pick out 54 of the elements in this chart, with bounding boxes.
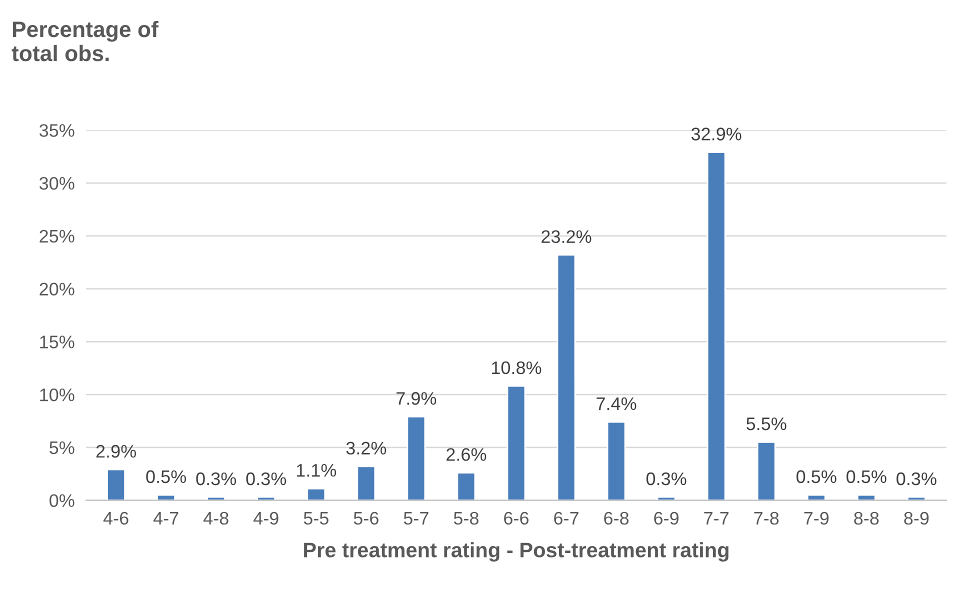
x-tick-label: 4-6 <box>103 512 128 525</box>
bar <box>106 468 126 500</box>
data-label: 5.5% <box>746 418 786 430</box>
x-tick-label: 5-8 <box>454 512 478 525</box>
x-tick-label: 4-7 <box>153 512 178 524</box>
bar <box>556 254 576 500</box>
y-tick-label: 35% <box>39 124 74 137</box>
x-tick-label: 7-8 <box>754 512 779 525</box>
x-tick-label: 6-7 <box>554 512 578 525</box>
bar <box>606 421 626 500</box>
data-label: 7.4% <box>596 397 636 410</box>
x-axis-title: Pre treatment rating - Post-treatment rating <box>304 542 728 562</box>
bar <box>356 466 376 500</box>
data-label: 0.3% <box>646 472 686 486</box>
y-tick-label: 0% <box>50 494 74 508</box>
x-tick-label: 6-8 <box>604 512 629 525</box>
y-axis-title: Percentage of total obs. <box>12 20 158 62</box>
y-tick-label: 30% <box>39 176 74 190</box>
bar <box>456 472 476 500</box>
x-tick-label: 6-6 <box>504 512 528 525</box>
data-label: 0.3% <box>246 472 286 486</box>
data-label: 10.8% <box>492 361 542 374</box>
x-tick-label: 4-8 <box>203 512 228 525</box>
x-tick-label: 7-9 <box>804 512 829 525</box>
x-tick-label: 5-7 <box>404 512 428 525</box>
bar <box>756 441 776 500</box>
x-tick-label: 6-9 <box>654 512 679 525</box>
y-tick-label: 10% <box>40 388 74 402</box>
bar <box>706 152 726 500</box>
y-tick-label: 25% <box>40 230 74 243</box>
y-tick-label: 5% <box>50 441 74 454</box>
x-tick-label: 5-5 <box>304 512 328 525</box>
data-label: 0.5% <box>796 470 836 484</box>
x-tick-label: 8-8 <box>854 512 879 525</box>
data-label: 1.1% <box>296 464 336 477</box>
data-label: 2.9% <box>96 444 136 458</box>
data-label: 0.5% <box>146 470 186 484</box>
y-tick-label: 15% <box>40 336 74 348</box>
data-label: 3.2% <box>346 442 386 455</box>
bar <box>506 385 526 500</box>
x-tick-label: 7-7 <box>704 512 728 524</box>
y-tick-label: 20% <box>40 282 74 296</box>
data-label: 2.6% <box>446 448 486 461</box>
bar <box>406 416 426 500</box>
x-tick-label: 4-9 <box>253 512 278 525</box>
x-tick-label: 5-6 <box>354 512 378 525</box>
data-label: 23.2% <box>542 230 592 244</box>
data-label: 0.3% <box>896 472 936 486</box>
x-tick-label: 8-9 <box>904 512 929 525</box>
data-label: 7.9% <box>396 392 436 405</box>
data-label: 32.9% <box>691 128 742 140</box>
bar <box>306 488 326 500</box>
data-label: 0.5% <box>846 470 886 484</box>
data-label: 0.3% <box>196 472 236 486</box>
